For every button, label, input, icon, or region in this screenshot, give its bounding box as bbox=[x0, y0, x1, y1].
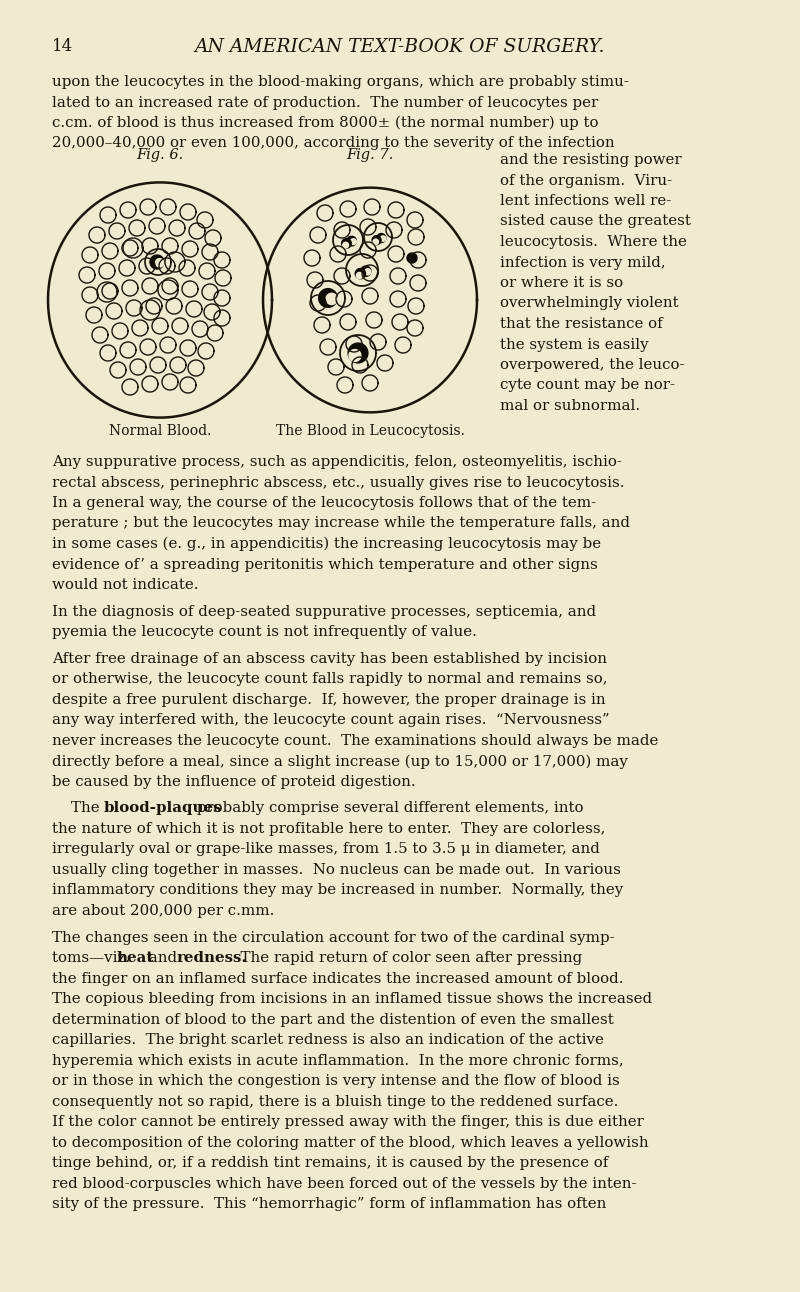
Polygon shape bbox=[373, 239, 378, 244]
Text: 14: 14 bbox=[52, 37, 74, 56]
Polygon shape bbox=[372, 235, 381, 244]
Polygon shape bbox=[342, 243, 349, 248]
Text: or in those in which the congestion is very intense and the flow of blood is: or in those in which the congestion is v… bbox=[52, 1074, 620, 1088]
Text: inflammatory conditions they may be increased in number.  Normally, they: inflammatory conditions they may be incr… bbox=[52, 884, 623, 898]
Text: perature ; but the leucocytes may increase while the temperature falls, and: perature ; but the leucocytes may increa… bbox=[52, 517, 630, 531]
Polygon shape bbox=[155, 258, 164, 267]
Text: or otherwise, the leucocyte count falls rapidly to normal and remains so,: or otherwise, the leucocyte count falls … bbox=[52, 672, 607, 686]
Polygon shape bbox=[407, 253, 417, 264]
Text: Fig. 6.: Fig. 6. bbox=[136, 149, 184, 162]
Text: despite a free purulent discharge.  If, however, the proper drainage is in: despite a free purulent discharge. If, h… bbox=[52, 693, 606, 707]
Text: determination of blood to the part and the distention of even the smallest: determination of blood to the part and t… bbox=[52, 1013, 614, 1027]
Text: blood-plaques: blood-plaques bbox=[104, 801, 222, 815]
Text: sity of the pressure.  This “hemorrhagic” form of inflammation has often: sity of the pressure. This “hemorrhagic”… bbox=[52, 1198, 606, 1211]
Text: The Blood in Leucocytosis.: The Blood in Leucocytosis. bbox=[275, 424, 465, 438]
Text: that the resistance of: that the resistance of bbox=[500, 317, 662, 331]
Text: lated to an increased rate of production.  The number of leucocytes per: lated to an increased rate of production… bbox=[52, 96, 598, 110]
Text: be caused by the influence of proteid digestion.: be caused by the influence of proteid di… bbox=[52, 775, 416, 789]
Text: directly before a meal, since a slight increase (up to 15,000 or 17,000) may: directly before a meal, since a slight i… bbox=[52, 755, 628, 769]
Polygon shape bbox=[355, 269, 366, 279]
Polygon shape bbox=[348, 344, 368, 363]
Polygon shape bbox=[365, 269, 371, 275]
Text: If the color cannot be entirely pressed away with the finger, this is due either: If the color cannot be entirely pressed … bbox=[52, 1115, 644, 1129]
Text: overwhelmingly violent: overwhelmingly violent bbox=[500, 296, 678, 310]
Text: toms—viz.: toms—viz. bbox=[52, 951, 135, 965]
Text: sisted cause the greatest: sisted cause the greatest bbox=[500, 214, 691, 229]
Text: to decomposition of the coloring matter of the blood, which leaves a yellowish: to decomposition of the coloring matter … bbox=[52, 1136, 649, 1150]
Text: rectal abscess, perinephric abscess, etc., usually gives rise to leucocytosis.: rectal abscess, perinephric abscess, etc… bbox=[52, 475, 625, 490]
Polygon shape bbox=[346, 236, 356, 245]
Text: or where it is so: or where it is so bbox=[500, 276, 623, 289]
Text: cyte count may be nor-: cyte count may be nor- bbox=[500, 379, 675, 393]
Text: evidence of’ a spreading peritonitis which temperature and other signs: evidence of’ a spreading peritonitis whi… bbox=[52, 558, 598, 571]
Text: heat: heat bbox=[117, 951, 154, 965]
Text: consequently not so rapid, there is a bluish tinge to the reddened surface.: consequently not so rapid, there is a bl… bbox=[52, 1094, 618, 1109]
Text: never increases the leucocyte count.  The examinations should always be made: never increases the leucocyte count. The… bbox=[52, 734, 658, 748]
Text: In the diagnosis of deep-seated suppurative processes, septicemia, and: In the diagnosis of deep-seated suppurat… bbox=[52, 605, 596, 619]
Text: The: The bbox=[52, 801, 104, 815]
Text: infection is very mild,: infection is very mild, bbox=[500, 256, 666, 270]
Polygon shape bbox=[318, 288, 338, 307]
Text: The rapid return of color seen after pressing: The rapid return of color seen after pre… bbox=[231, 951, 582, 965]
Text: and: and bbox=[144, 951, 182, 965]
Text: hyperemia which exists in acute inflammation.  In the more chronic forms,: hyperemia which exists in acute inflamma… bbox=[52, 1053, 624, 1067]
Text: c.cm. of blood is thus increased from 8000± (the normal number) up to: c.cm. of blood is thus increased from 80… bbox=[52, 116, 598, 130]
Text: pyemia the leucocyte count is not infrequently of value.: pyemia the leucocyte count is not infreq… bbox=[52, 625, 477, 640]
Text: overpowered, the leuco-: overpowered, the leuco- bbox=[500, 358, 685, 372]
Text: would not indicate.: would not indicate. bbox=[52, 578, 198, 592]
Text: red blood-corpuscles which have been forced out of the vessels by the inten-: red blood-corpuscles which have been for… bbox=[52, 1177, 637, 1191]
Text: in some cases (e. g., in appendicitis) the increasing leucocytosis may be: in some cases (e. g., in appendicitis) t… bbox=[52, 537, 601, 552]
Polygon shape bbox=[150, 255, 164, 269]
Polygon shape bbox=[349, 350, 361, 362]
Text: leucocytosis.  Where the: leucocytosis. Where the bbox=[500, 235, 687, 249]
Text: upon the leucocytes in the blood-making organs, which are probably stimu-: upon the leucocytes in the blood-making … bbox=[52, 75, 629, 89]
Text: probably comprise several different elements, into: probably comprise several different elem… bbox=[192, 801, 584, 815]
Text: After free drainage of an abscess cavity has been established by incision: After free drainage of an abscess cavity… bbox=[52, 651, 607, 665]
Text: and the resisting power: and the resisting power bbox=[500, 152, 682, 167]
Text: Fig. 7.: Fig. 7. bbox=[346, 149, 394, 162]
Text: AN AMERICAN TEXT-BOOK OF SURGERY.: AN AMERICAN TEXT-BOOK OF SURGERY. bbox=[194, 37, 606, 56]
Text: of the organism.  Viru-: of the organism. Viru- bbox=[500, 173, 672, 187]
Text: the system is easily: the system is easily bbox=[500, 337, 649, 351]
Polygon shape bbox=[361, 266, 371, 276]
Text: redness.: redness. bbox=[177, 951, 247, 965]
Text: the finger on an inflamed surface indicates the increased amount of blood.: the finger on an inflamed surface indica… bbox=[52, 972, 623, 986]
Text: tinge behind, or, if a reddish tint remains, it is caused by the presence of: tinge behind, or, if a reddish tint rema… bbox=[52, 1156, 608, 1171]
Text: are about 200,000 per c.mm.: are about 200,000 per c.mm. bbox=[52, 904, 274, 917]
Polygon shape bbox=[326, 293, 338, 305]
Text: The changes seen in the circulation account for two of the cardinal symp-: The changes seen in the circulation acco… bbox=[52, 930, 614, 944]
Polygon shape bbox=[357, 273, 362, 279]
Text: Normal Blood.: Normal Blood. bbox=[109, 424, 211, 438]
Text: In a general way, the course of the leucocytosis follows that of the tem-: In a general way, the course of the leuc… bbox=[52, 496, 596, 510]
Text: any way interfered with, the leucocyte count again rises.  “Nervousness”: any way interfered with, the leucocyte c… bbox=[52, 713, 610, 727]
Text: 20,000–40,000 or even 100,000, according to the severity of the infection: 20,000–40,000 or even 100,000, according… bbox=[52, 137, 614, 150]
Text: The copious bleeding from incisions in an inflamed tissue shows the increased: The copious bleeding from incisions in a… bbox=[52, 992, 652, 1006]
Text: lent infections well re-: lent infections well re- bbox=[500, 194, 671, 208]
Text: mal or subnormal.: mal or subnormal. bbox=[500, 399, 640, 413]
Polygon shape bbox=[380, 236, 386, 242]
Text: Any suppurative process, such as appendicitis, felon, osteomyelitis, ischio-: Any suppurative process, such as appendi… bbox=[52, 455, 622, 469]
Polygon shape bbox=[342, 239, 351, 248]
Text: the nature of which it is not profitable here to enter.  They are colorless,: the nature of which it is not profitable… bbox=[52, 822, 606, 836]
Text: irregularly oval or grape-like masses, from 1.5 to 3.5 μ in diameter, and: irregularly oval or grape-like masses, f… bbox=[52, 842, 600, 857]
Polygon shape bbox=[350, 239, 356, 244]
Text: capillaries.  The bright scarlet redness is also an indication of the active: capillaries. The bright scarlet redness … bbox=[52, 1034, 604, 1047]
Polygon shape bbox=[377, 234, 386, 243]
Text: usually cling together in masses.  No nucleus can be made out.  In various: usually cling together in masses. No nuc… bbox=[52, 863, 621, 877]
